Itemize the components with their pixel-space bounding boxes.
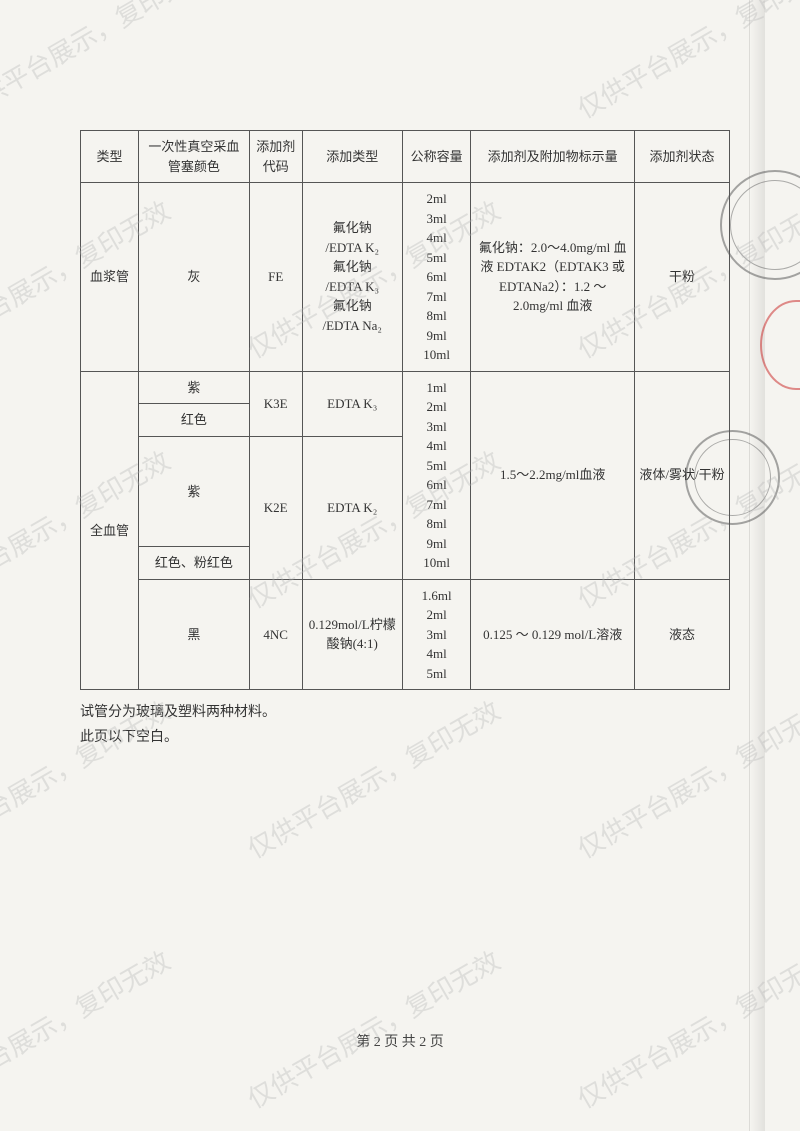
cell-addtype: 0.129mol/L柠檬酸钠(4:1) xyxy=(302,579,402,690)
cell-state: 液态 xyxy=(634,579,729,690)
cell-addtype: 氟化钠 /EDTA K₂ 氟化钠 /EDTA K₃ 氟化钠 /EDTA Na₂ xyxy=(302,183,402,372)
header-volume: 公称容量 xyxy=(402,131,471,183)
note-line-1: 试管分为玻璃及塑料两种材料。 xyxy=(80,700,730,725)
header-addtype: 添加类型 xyxy=(302,131,402,183)
cell-state: 液体/雾状/干粉 xyxy=(634,371,729,579)
document-page: 类型 一次性真空采血管塞颜色 添加剂代码 添加类型 公称容量 添加剂及附加物标示… xyxy=(0,0,800,1131)
cell-volume: 1.6ml 2ml 3ml 4ml 5ml xyxy=(402,579,471,690)
cell-volume: 1ml 2ml 3ml 4ml 5ml 6ml 7ml 8ml 9ml 10ml xyxy=(402,371,471,579)
cell-additive: 氟化钠：2.0～4.0mg/ml 血液 EDTAK2（EDTAK3 或 EDTA… xyxy=(471,183,635,372)
cell-type: 全血管 xyxy=(81,371,139,690)
header-type: 类型 xyxy=(81,131,139,183)
cell-volume: 2ml 3ml 4ml 5ml 6ml 7ml 8ml 9ml 10ml xyxy=(402,183,471,372)
table-header-row: 类型 一次性真空采血管塞颜色 添加剂代码 添加类型 公称容量 添加剂及附加物标示… xyxy=(81,131,730,183)
cell-code: 4NC xyxy=(249,579,302,690)
table-row: 全血管 紫 K3E EDTA K₃ 1ml 2ml 3ml 4ml 5ml 6m… xyxy=(81,371,730,404)
cell-type: 血浆管 xyxy=(81,183,139,372)
cell-code: K3E xyxy=(249,371,302,436)
footer-notes: 试管分为玻璃及塑料两种材料。 此页以下空白。 xyxy=(80,700,730,750)
cell-color: 黑 xyxy=(139,579,250,690)
cell-code: K2E xyxy=(249,436,302,579)
cell-color: 红色、粉红色 xyxy=(139,547,250,580)
cell-additive: 0.125 ～ 0.129 mol/L溶液 xyxy=(471,579,635,690)
page-number: 第 2 页 共 2 页 xyxy=(0,1031,800,1051)
cell-additive: 1.5～2.2mg/ml血液 xyxy=(471,371,635,579)
header-state: 添加剂状态 xyxy=(634,131,729,183)
header-additive: 添加剂及附加物标示量 xyxy=(471,131,635,183)
cell-color: 红色 xyxy=(139,404,250,437)
note-line-2: 此页以下空白。 xyxy=(80,725,730,750)
table-row: 血浆管 灰 FE 氟化钠 /EDTA K₂ 氟化钠 /EDTA K₃ 氟化钠 /… xyxy=(81,183,730,372)
header-color: 一次性真空采血管塞颜色 xyxy=(139,131,250,183)
cell-addtype: EDTA K₂ xyxy=(302,436,402,579)
specification-table: 类型 一次性真空采血管塞颜色 添加剂代码 添加类型 公称容量 添加剂及附加物标示… xyxy=(80,130,730,690)
cell-color: 紫 xyxy=(139,371,250,404)
cell-state: 干粉 xyxy=(634,183,729,372)
table-row: 黑 4NC 0.129mol/L柠檬酸钠(4:1) 1.6ml 2ml 3ml … xyxy=(81,579,730,690)
cell-color: 紫 xyxy=(139,436,250,547)
cell-code: FE xyxy=(249,183,302,372)
cell-color: 灰 xyxy=(139,183,250,372)
header-code: 添加剂代码 xyxy=(249,131,302,183)
cell-addtype: EDTA K₃ xyxy=(302,371,402,436)
